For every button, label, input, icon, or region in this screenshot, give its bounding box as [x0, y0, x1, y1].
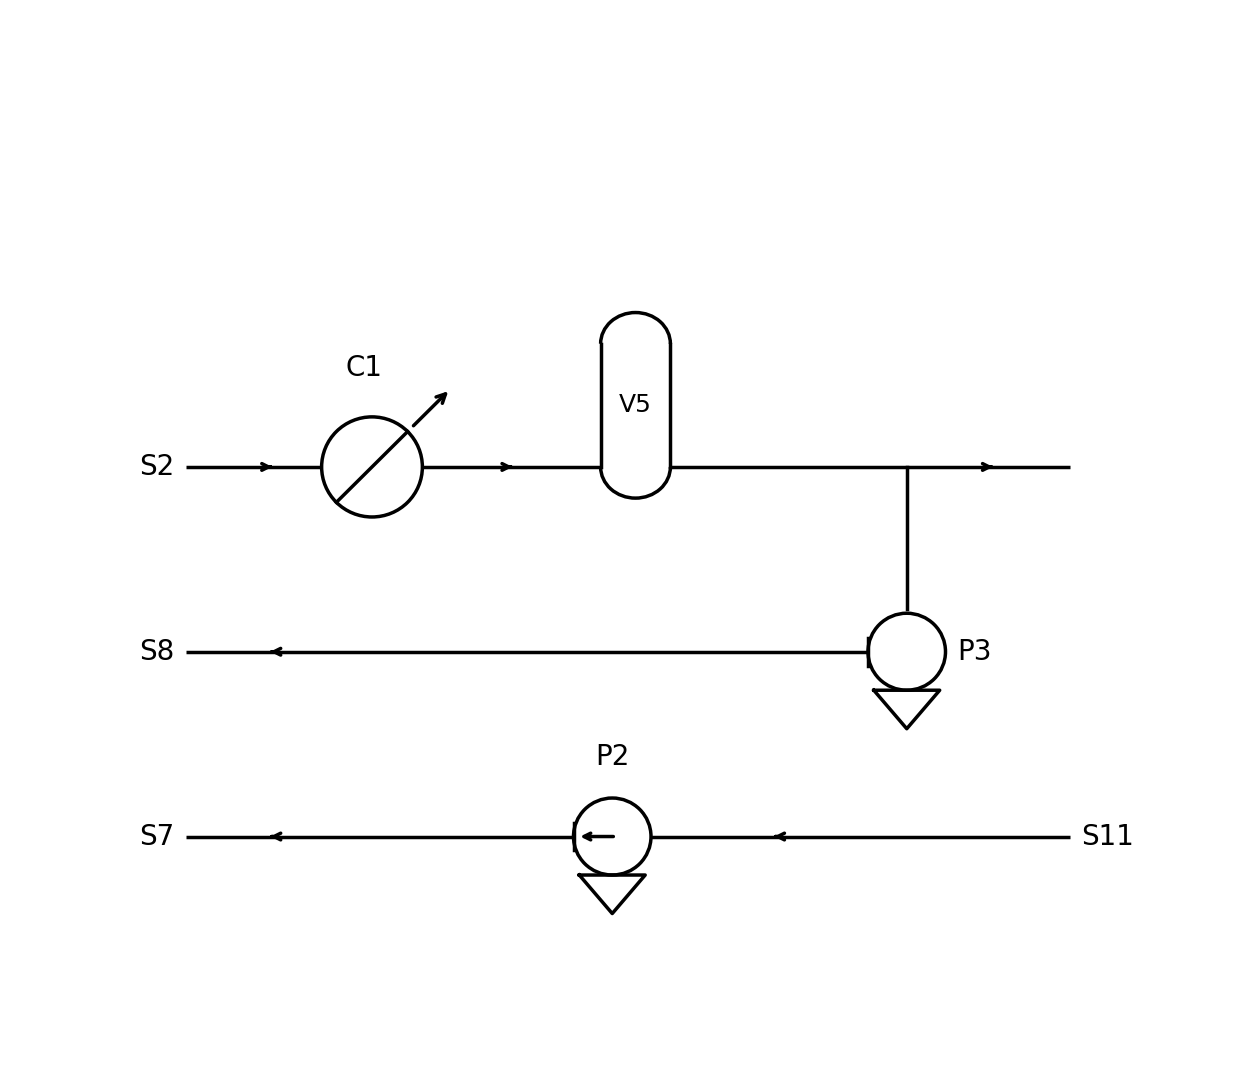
- Text: P2: P2: [595, 744, 630, 771]
- Text: V5: V5: [619, 393, 652, 417]
- Text: S8: S8: [139, 638, 175, 665]
- Text: P3: P3: [957, 638, 992, 665]
- Text: C1: C1: [346, 354, 383, 383]
- Text: S11: S11: [1081, 823, 1135, 850]
- Text: S2: S2: [139, 453, 175, 480]
- Text: S7: S7: [139, 823, 175, 850]
